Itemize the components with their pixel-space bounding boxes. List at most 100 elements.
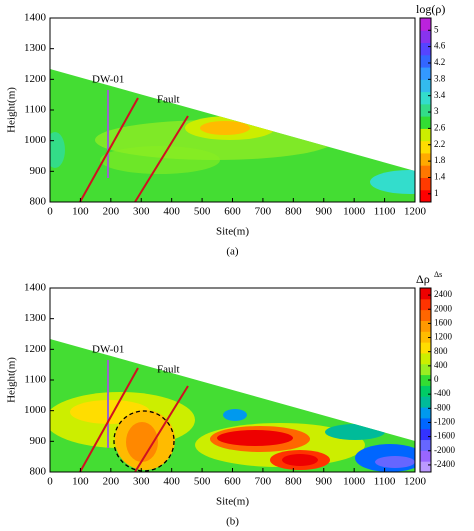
x-tick-label: 0 bbox=[47, 476, 53, 488]
colorbar-segment bbox=[420, 385, 431, 397]
panel-label: (a) bbox=[226, 246, 239, 258]
colorbar-frame bbox=[419, 17, 432, 203]
colorbar-segment bbox=[420, 128, 431, 142]
x-tick-label: 500 bbox=[194, 476, 211, 488]
colorbar-tick-label: 1.4 bbox=[434, 172, 446, 182]
y-tick-label: 1400 bbox=[24, 12, 47, 24]
colorbar-segment bbox=[420, 439, 431, 451]
colorbar-segment bbox=[420, 450, 431, 462]
colorbar-title: log(ρ) bbox=[416, 2, 445, 16]
annotation: DW-01 bbox=[92, 344, 124, 356]
colorbar-segment bbox=[420, 152, 431, 166]
x-axis-label: Site(m) bbox=[216, 226, 249, 238]
well-and-faults bbox=[79, 90, 189, 473]
annotation: DW-01 bbox=[92, 74, 124, 86]
colorbar-tick-label: 5 bbox=[434, 24, 439, 34]
x-tick-label: 1200 bbox=[404, 476, 427, 488]
colorbar-segment bbox=[420, 374, 431, 386]
colorbar-tick-label: 1600 bbox=[434, 317, 453, 327]
y-tick-label: 1000 bbox=[24, 404, 47, 416]
colorbar-tick-label: -400 bbox=[434, 388, 451, 398]
x-tick-label: 1100 bbox=[374, 206, 396, 218]
x-tick-label: 400 bbox=[163, 476, 180, 488]
y-axis-label: Height(m) bbox=[6, 357, 18, 403]
x-axis-label: Site(m) bbox=[216, 496, 249, 508]
x-tick-label: 400 bbox=[163, 206, 180, 218]
panel-label: (b) bbox=[226, 516, 239, 528]
colorbar-tick-label: 3.8 bbox=[434, 73, 446, 83]
colorbar-tick-label: -2400 bbox=[434, 459, 455, 469]
annotation: Fault bbox=[157, 94, 180, 106]
y-tick-label: 1400 bbox=[24, 282, 47, 294]
colorbar-segment bbox=[420, 91, 431, 105]
y-tick-label: 1200 bbox=[24, 73, 47, 85]
colorbar-tick-label: 2.6 bbox=[434, 122, 446, 132]
colorbar-segment bbox=[420, 363, 431, 376]
y-tick-label: 1000 bbox=[24, 134, 47, 146]
x-tick-label: 600 bbox=[224, 476, 241, 488]
colorbar-segment bbox=[420, 189, 431, 203]
colorbar-segment bbox=[420, 79, 431, 93]
colorbar-tick-label: 2400 bbox=[434, 289, 453, 299]
x-tick-label: 100 bbox=[72, 206, 89, 218]
x-tick-label: 200 bbox=[103, 476, 120, 488]
colorbar-segment bbox=[420, 18, 431, 31]
colorbar-segment bbox=[420, 396, 431, 408]
colorbar-tick-label: 3.4 bbox=[434, 90, 446, 100]
colorbar-tick-label: 1200 bbox=[434, 332, 453, 342]
x-tick-label: 1100 bbox=[374, 476, 396, 488]
colorbar-tick-label: 800 bbox=[434, 346, 448, 356]
colorbar-tick-label: 4.6 bbox=[434, 41, 446, 51]
colorbar-tick-label: -1200 bbox=[434, 417, 455, 427]
colorbar-segment bbox=[420, 298, 431, 311]
colorbar-tick-label: 2000 bbox=[434, 303, 453, 313]
colorbar-tick-label: 2.2 bbox=[434, 139, 445, 149]
colorbar-segment bbox=[420, 116, 431, 129]
y-tick-label: 1300 bbox=[24, 312, 47, 324]
colorbar-segment bbox=[420, 407, 431, 419]
x-tick-label: 600 bbox=[224, 206, 241, 218]
colorbar-title-sup: Δs bbox=[434, 270, 442, 279]
colorbar-tick-label: 3 bbox=[434, 106, 439, 116]
colorbar-segment bbox=[420, 331, 431, 343]
y-tick-label: 1200 bbox=[24, 343, 47, 355]
colorbar-segment bbox=[420, 30, 431, 44]
y-tick-label: 800 bbox=[30, 196, 47, 208]
x-tick-label: 1000 bbox=[343, 206, 366, 218]
colorbar-segment bbox=[420, 320, 431, 332]
x-tick-label: 300 bbox=[133, 476, 150, 488]
colorbar-tick-label: 1 bbox=[434, 188, 439, 198]
annotation: Fault bbox=[157, 364, 180, 376]
colorbar-segment bbox=[420, 42, 431, 56]
colorbar-segment bbox=[420, 103, 431, 117]
colorbar-segment bbox=[420, 417, 431, 430]
y-tick-label: 900 bbox=[30, 435, 47, 447]
colorbar-segment bbox=[420, 342, 431, 354]
x-tick-label: 900 bbox=[316, 476, 333, 488]
colorbar-tick-label: 0 bbox=[434, 374, 439, 384]
x-tick-label: 900 bbox=[316, 206, 333, 218]
colorbar-tick-label: 400 bbox=[434, 360, 448, 370]
x-tick-label: 1200 bbox=[404, 206, 427, 218]
x-tick-label: 0 bbox=[47, 206, 53, 218]
colorbar-segment bbox=[420, 309, 431, 321]
colorbar-segment bbox=[420, 288, 431, 300]
colorbar-title: Δρ bbox=[416, 272, 430, 286]
contour-field bbox=[50, 339, 415, 472]
x-tick-label: 500 bbox=[194, 206, 211, 218]
colorbar-tick-label: -1600 bbox=[434, 431, 455, 441]
y-tick-label: 1100 bbox=[24, 104, 46, 116]
colorbar-segment bbox=[420, 428, 431, 441]
x-tick-label: 100 bbox=[72, 476, 89, 488]
colorbar-segment bbox=[420, 177, 431, 191]
y-tick-label: 800 bbox=[30, 466, 47, 478]
colorbar-segment bbox=[420, 140, 431, 154]
x-tick-label: 700 bbox=[255, 476, 272, 488]
colorbar-segment bbox=[420, 461, 431, 473]
y-tick-label: 900 bbox=[30, 165, 47, 177]
colorbar-segment bbox=[420, 67, 431, 80]
colorbar-segment bbox=[420, 352, 431, 365]
x-tick-label: 1000 bbox=[343, 476, 366, 488]
x-tick-label: 800 bbox=[285, 476, 302, 488]
